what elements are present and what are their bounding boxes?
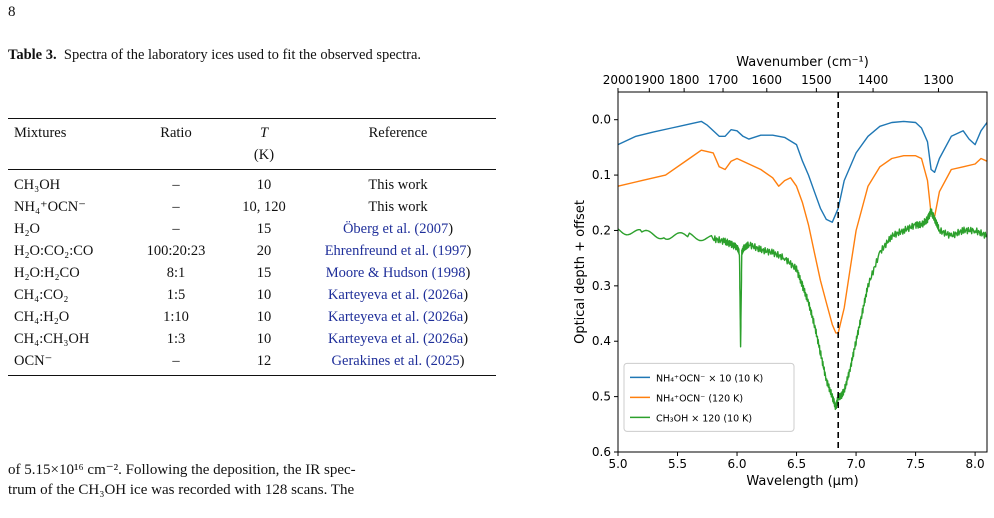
cell-temperature: 15 bbox=[256, 220, 272, 237]
series-line-3 bbox=[617, 208, 988, 411]
top-tick-label: 2000 bbox=[603, 73, 634, 87]
cell-temperature: 12 bbox=[228, 350, 300, 376]
table-row: CH₄:H₂O 1:10 10 Karteyeva et al. (2026a) bbox=[8, 306, 496, 328]
top-tick-label: 1300 bbox=[923, 73, 954, 87]
cell-mixture: OCN⁻ bbox=[8, 350, 124, 376]
header-reference: Reference bbox=[300, 118, 496, 144]
y-tick-label: 0.2 bbox=[592, 223, 611, 237]
spectra-chart: 5.0 5.5 6.0 6.5 7.0 7.5 8.0 0.0 0.1 0.2 0.3 0.4 0.5 0… bbox=[573, 55, 988, 489]
x-axis-label: Wavelength (μm) bbox=[746, 474, 858, 489]
cell-ratio: 100:20:23 bbox=[146, 242, 206, 259]
header-ratio: Ratio bbox=[124, 118, 228, 144]
top-tick-label: 1500 bbox=[801, 73, 832, 87]
table-row: CH₄:CH₃OH 1:3 10 Karteyeva et al. (2026a) bbox=[8, 328, 496, 350]
cell-mixture: CH₄:CO₂ bbox=[14, 286, 69, 303]
x-tick-label: 5.5 bbox=[668, 457, 687, 471]
body-line-1: of 5.15×10¹⁶ cm⁻². Following the deposit… bbox=[8, 462, 356, 478]
table-3: Mixtures Ratio T Reference (K) CH₃OH – 10 T… bbox=[8, 118, 496, 376]
cell-temperature: 10 bbox=[256, 308, 272, 325]
cell-mixture: H₂O:CO₂:CO bbox=[14, 242, 94, 259]
cell-ratio: – bbox=[124, 350, 228, 376]
legend-box bbox=[623, 362, 795, 432]
body-line-2: trum of the CH₃OH ice was recorded with … bbox=[8, 482, 355, 498]
top-tick-label: 1900 bbox=[634, 73, 665, 87]
cell-mixture: NH₄⁺OCN⁻ bbox=[14, 198, 86, 215]
table-row: H₂O:CO₂:CO 100:20:23 20 Ehrenfreund et al. … bbox=[8, 240, 496, 262]
x-tick-label: 6.0 bbox=[727, 457, 746, 471]
caption-text: Spectra of the laboratory ices used to f… bbox=[63, 47, 422, 63]
legend-entry: NH₄⁺OCN⁻ (120 K) bbox=[656, 393, 743, 404]
caption-label: Table 3. bbox=[8, 47, 57, 63]
table-caption: Table 3. Spectra of the laboratory ices … bbox=[8, 46, 496, 64]
series-line-2 bbox=[617, 149, 988, 334]
cell-reference[interactable]: Öberg et al. (2007) bbox=[342, 220, 454, 237]
cell-ratio: 1:5 bbox=[166, 286, 186, 303]
page-number: 8 bbox=[8, 4, 16, 20]
table-row: H₂O:H₂CO 8:1 15 Moore & Hudson (1998) bbox=[8, 262, 496, 284]
cell-mixture: CH₄:CH₃OH bbox=[14, 330, 90, 347]
cell-temperature: 15 bbox=[256, 264, 272, 281]
cell-mixture: CH₄:H₂O bbox=[14, 308, 70, 325]
cell-reference[interactable]: Moore & Hudson (1998) bbox=[325, 264, 471, 281]
legend-entry: CH₃OH × 120 (10 K) bbox=[656, 413, 752, 424]
table-row: CH₃OH – 10 This work bbox=[8, 170, 496, 197]
top-tick-label: 1700 bbox=[708, 73, 739, 87]
top-tick-label: 1400 bbox=[858, 73, 889, 87]
cell-ratio: – bbox=[172, 220, 180, 237]
cell-mixture: CH₃OH bbox=[14, 176, 61, 193]
top-tick-label: 1800 bbox=[669, 73, 700, 87]
x-tick-label: 7.0 bbox=[847, 457, 866, 471]
x-tick-label: 8.0 bbox=[966, 457, 985, 471]
legend-entry: NH₄⁺OCN⁻ × 10 (10 K) bbox=[656, 373, 763, 384]
body-text: of 5.15×10¹⁶ cm⁻². Following the deposit… bbox=[8, 460, 496, 500]
cell-reference[interactable]: Ehrenfreund et al. (1997) bbox=[324, 242, 472, 259]
cell-ratio: – bbox=[172, 176, 180, 193]
cell-temperature: 10 bbox=[256, 176, 272, 193]
table-row: CH₄:CO₂ 1:5 10 Karteyeva et al. (2026a) bbox=[8, 284, 496, 306]
series-line-1 bbox=[617, 120, 988, 223]
cell-ratio: 8:1 bbox=[166, 264, 186, 281]
top-tick-label: 1600 bbox=[752, 73, 783, 87]
cell-reference: This work bbox=[368, 198, 428, 215]
x-tick-label: 5.0 bbox=[608, 457, 627, 471]
cell-temperature: 10, 120 bbox=[242, 198, 286, 215]
y-tick-label: 0.4 bbox=[592, 334, 611, 348]
cell-ratio: 1:3 bbox=[166, 330, 186, 347]
y-tick-label: 0.1 bbox=[592, 168, 611, 182]
y-tick-label: 0.3 bbox=[592, 279, 611, 293]
cell-reference[interactable]: Karteyeva et al. (2026a) bbox=[327, 330, 469, 347]
y-axis-label: Optical depth + offset bbox=[573, 200, 588, 344]
y-tick-label: 0.0 bbox=[592, 113, 611, 127]
cell-temperature: 10 bbox=[256, 286, 272, 303]
y-tick-label: 0.5 bbox=[592, 390, 611, 404]
top-axis-label: Wavenumber (cm⁻¹) bbox=[736, 55, 869, 70]
y-tick-label: 0.6 bbox=[592, 445, 611, 459]
header-mixtures: Mixtures bbox=[8, 118, 124, 144]
cell-ratio: – bbox=[172, 198, 180, 215]
header-temperature-unit: (K) bbox=[228, 144, 300, 170]
cell-ratio: 1:10 bbox=[163, 308, 189, 325]
cell-mixture: H₂O:H₂CO bbox=[14, 264, 80, 281]
cell-reference[interactable]: Karteyeva et al. (2026a) bbox=[327, 286, 469, 303]
table-row: H₂O – 15 Öberg et al. (2007) bbox=[8, 218, 496, 240]
plot-frame bbox=[617, 91, 988, 453]
cell-temperature: 20 bbox=[256, 242, 272, 259]
table-row: NH₄⁺OCN⁻ – 10, 120 This work bbox=[8, 196, 496, 218]
cell-reference: This work bbox=[368, 176, 428, 193]
table-row: OCN⁻ –12 Gerakines et al. (2025) bbox=[8, 350, 496, 376]
x-tick-label: 7.5 bbox=[906, 457, 925, 471]
x-tick-label: 6.5 bbox=[787, 457, 806, 471]
header-temperature: T bbox=[228, 118, 300, 144]
cell-reference[interactable]: Gerakines et al. (2025) bbox=[300, 350, 496, 376]
cell-reference[interactable]: Karteyeva et al. (2026a) bbox=[327, 308, 469, 325]
cell-mixture: H₂O bbox=[14, 220, 40, 237]
cell-temperature: 10 bbox=[256, 330, 272, 347]
